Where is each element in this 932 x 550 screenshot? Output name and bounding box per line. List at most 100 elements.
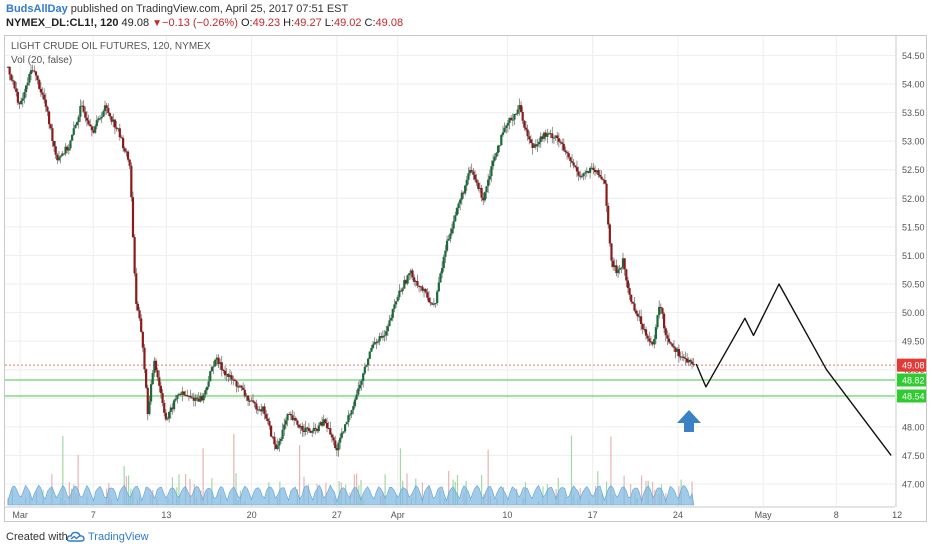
author-link[interactable]: BudsAllDay xyxy=(6,3,68,15)
candle-body xyxy=(491,160,495,167)
candle-body xyxy=(510,117,513,120)
price-tick-label: 53.00 xyxy=(902,137,925,147)
candle-body xyxy=(468,170,472,174)
candle-body xyxy=(135,273,138,304)
candle-body xyxy=(381,336,385,338)
candle-body xyxy=(223,370,227,376)
candle-body xyxy=(66,146,69,151)
candle-body xyxy=(199,396,202,402)
candle-body xyxy=(71,134,74,141)
price-axis[interactable]: 47.0047.5048.0048.5049.0049.5050.0050.50… xyxy=(895,36,926,507)
candle-body xyxy=(265,414,268,419)
candle-body xyxy=(299,425,302,428)
price-chart[interactable]: 47.0047.5048.0048.5049.0049.5050.0050.50… xyxy=(0,0,932,522)
candle-body xyxy=(154,360,158,371)
candle-body xyxy=(136,303,140,311)
chart-panel[interactable] xyxy=(4,35,927,522)
candle-body xyxy=(72,128,75,135)
candle-body xyxy=(549,133,552,135)
projection-line xyxy=(695,283,892,456)
candle-body xyxy=(343,424,347,432)
candle-body xyxy=(69,140,72,149)
candle-body xyxy=(255,403,258,410)
candle-body xyxy=(431,303,434,305)
candle-body xyxy=(330,434,334,438)
candle-body xyxy=(118,128,121,138)
candle-body xyxy=(498,145,501,147)
candle-body xyxy=(311,431,314,433)
candle-body xyxy=(659,306,662,309)
candle-body xyxy=(677,348,681,357)
time-tick-label: 12 xyxy=(892,510,902,520)
candle-body xyxy=(164,412,167,420)
candle-body xyxy=(579,175,582,177)
candle-body xyxy=(222,370,225,372)
candle-body xyxy=(478,187,482,189)
candle-body xyxy=(141,331,144,348)
candle-body xyxy=(123,148,126,152)
candle-body xyxy=(631,301,634,304)
candle-body xyxy=(286,414,289,421)
candle-body xyxy=(393,304,396,309)
candle-body xyxy=(194,397,197,401)
candle-body xyxy=(687,359,690,363)
candle-body xyxy=(122,137,125,149)
tradingview-cloud-icon[interactable] xyxy=(67,530,85,544)
candle-body xyxy=(653,339,656,345)
candle-body xyxy=(562,143,565,151)
candle-body xyxy=(531,142,534,148)
low-value: 49.02 xyxy=(333,17,362,29)
candle-body xyxy=(515,113,518,115)
candle-body xyxy=(80,105,84,107)
candle-body xyxy=(385,331,388,336)
candle-body xyxy=(661,308,664,314)
candle-body xyxy=(131,197,135,238)
candle-body xyxy=(625,269,628,281)
price-tick-label: 48.00 xyxy=(902,422,925,432)
candle-body xyxy=(345,422,348,425)
candle-body xyxy=(587,171,590,173)
candle-body xyxy=(575,167,579,172)
candle-body xyxy=(200,396,204,401)
up-arrow-icon[interactable] xyxy=(677,410,701,432)
candle-body xyxy=(90,126,93,131)
candle-body xyxy=(342,431,345,433)
candle-body xyxy=(570,161,574,163)
candle-body xyxy=(258,409,261,411)
candle-body xyxy=(370,347,373,352)
candle-body xyxy=(20,100,23,105)
candle-body xyxy=(94,126,97,133)
candle-body xyxy=(644,329,648,336)
candle-body xyxy=(8,66,11,75)
projection-drawing[interactable] xyxy=(695,283,892,456)
candle-body xyxy=(610,243,613,261)
candle-body xyxy=(108,113,112,117)
time-axis[interactable]: Mar 7 13 20 27 Apr 10 17 24 May 8 12 xyxy=(5,506,902,520)
candle-body xyxy=(467,173,470,180)
time-tick-label: 24 xyxy=(673,510,683,520)
candle-body xyxy=(174,398,177,401)
candle-body xyxy=(84,111,87,118)
candle-body xyxy=(215,357,218,360)
tradingview-brand-link[interactable]: TradingView xyxy=(88,531,149,543)
candle-body xyxy=(87,120,90,125)
candle-body xyxy=(146,387,149,415)
candle-body xyxy=(256,409,260,411)
candle-body xyxy=(612,260,615,268)
time-tick-label: Apr xyxy=(391,510,405,520)
candle-body xyxy=(434,303,437,305)
candle-body xyxy=(488,176,491,180)
candle-body xyxy=(117,128,120,130)
candle-body xyxy=(523,120,526,128)
candle-body xyxy=(156,370,159,378)
candle-body xyxy=(411,270,414,278)
candle-body xyxy=(191,397,194,399)
candle-body xyxy=(388,320,391,327)
volume-area xyxy=(7,484,695,506)
candle-body xyxy=(113,119,116,128)
candle-body xyxy=(133,237,136,274)
candle-body xyxy=(480,187,483,198)
candle-body xyxy=(572,162,575,166)
candle-body xyxy=(143,347,146,370)
high-value: 49.27 xyxy=(294,17,322,29)
